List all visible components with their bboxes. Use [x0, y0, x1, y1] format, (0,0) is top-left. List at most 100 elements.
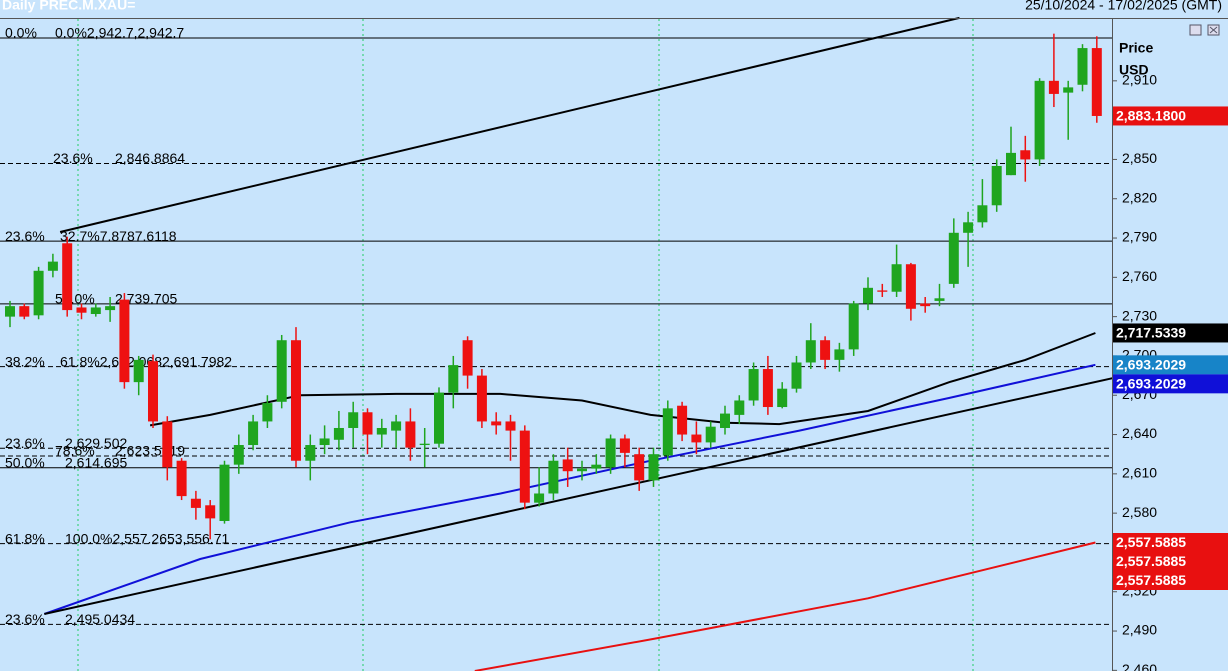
candle-body: [1034, 80, 1045, 160]
restore-button[interactable]: [1189, 24, 1202, 36]
fib-label: 61.8%2,692.0682,691.7982: [60, 353, 232, 369]
fib-pct: 23.6%: [53, 150, 93, 166]
fib-pct: 23.6%: [5, 228, 45, 244]
fib-label: 100.0%2,557.2653,556.71: [65, 530, 229, 546]
candle-body: [920, 303, 931, 307]
candle-body: [305, 445, 316, 461]
y-axis-title: Price: [1119, 40, 1153, 56]
candle-body: [491, 421, 502, 426]
candle-body: [991, 165, 1002, 206]
candle-body: [362, 412, 373, 435]
candle-body: [319, 438, 330, 446]
overlay-line: [474, 541, 1096, 671]
y-tick-label: 2,730: [1122, 307, 1157, 323]
candle-body: [820, 340, 831, 360]
candle-body: [148, 361, 158, 422]
candle-body: [519, 430, 530, 503]
candle-body: [977, 205, 988, 223]
candle-body: [534, 493, 545, 503]
candle-body: [476, 375, 487, 422]
candle-body: [1077, 48, 1088, 85]
overlay-line: [43, 363, 1096, 615]
candle-body: [405, 421, 416, 448]
candle-body: [1063, 87, 1074, 93]
y-tick-label: 2,610: [1122, 465, 1157, 481]
candle-body: [190, 498, 201, 508]
fib-label: 2,846.8864: [115, 150, 185, 166]
candle-body: [791, 362, 802, 389]
fib-label: 32.7%7.8787.6118: [60, 228, 177, 244]
candle-body: [734, 400, 745, 415]
candle-body: [248, 421, 259, 446]
candle-body: [934, 298, 945, 301]
candle-body: [434, 392, 444, 444]
candle-body: [877, 290, 888, 292]
candle-body: [1091, 48, 1102, 116]
candle-body: [662, 408, 673, 456]
y-tick-label: 2,490: [1122, 622, 1157, 638]
candle-body: [205, 505, 216, 519]
window-buttons: [1189, 24, 1220, 36]
candle-body: [548, 460, 559, 494]
fib-label: 2,739.705: [115, 291, 177, 307]
candle-body: [1020, 150, 1031, 160]
price-tag-label: 2,557.5885: [1116, 553, 1186, 569]
candle-body: [33, 270, 44, 316]
candle-body: [276, 340, 287, 402]
candle-body: [19, 306, 30, 317]
candle-body: [333, 427, 344, 440]
y-tick-label: 2,820: [1122, 189, 1157, 205]
fib-pct: 50.0%: [55, 291, 95, 307]
fib-label: 2,495.0434: [65, 611, 135, 627]
candle-body: [834, 349, 845, 360]
price-tag: [1113, 374, 1228, 394]
candle-body: [391, 421, 402, 431]
candle-body: [691, 434, 702, 443]
overlay-line: [59, 16, 960, 233]
candle-body: [963, 222, 974, 233]
y-tick-label: 2,790: [1122, 229, 1157, 245]
price-tag: [1113, 552, 1228, 572]
candle-body: [105, 306, 116, 311]
fib-label: 2,614.695: [65, 454, 127, 470]
candle-body: [591, 464, 602, 469]
fib-pct: 78.6%: [55, 443, 95, 459]
price-tag: [1113, 571, 1228, 591]
y-tick-label: 2,460: [1122, 661, 1157, 671]
candle-body: [720, 413, 730, 428]
candle-body: [605, 438, 616, 468]
candle-body: [348, 412, 359, 428]
y-tick-label: 2,640: [1122, 425, 1157, 441]
candle-body: [176, 460, 187, 497]
close-icon: [1209, 26, 1218, 34]
price-tag-label: 2,693.2029: [1116, 376, 1186, 392]
candle-body: [119, 299, 130, 383]
candle-body: [805, 340, 816, 363]
y-tick-label: 2,580: [1122, 504, 1157, 520]
candle-body: [619, 438, 630, 453]
price-tag-label: 2,693.2029: [1116, 357, 1186, 373]
candle-body: [505, 421, 516, 431]
candle-body: [47, 261, 58, 271]
price-tag-label: 2,557.5885: [1116, 572, 1186, 588]
candle-body: [677, 405, 688, 435]
candle-body: [634, 454, 645, 481]
fib-label: 0.0%2,942.7,2,942.7: [55, 25, 184, 41]
fib-pct: 23.6%: [5, 611, 45, 627]
price-tag: [1113, 533, 1228, 553]
price-tag: [1113, 106, 1228, 126]
date-range: 25/10/2024 - 17/02/2025 (GMT): [1025, 0, 1222, 13]
fib-label: 2,629.502: [65, 435, 127, 451]
candle-body: [219, 464, 230, 522]
candle-body: [90, 307, 101, 315]
candle-body: [648, 454, 659, 481]
candle-body: [5, 306, 15, 317]
price-tag: [1113, 355, 1228, 375]
candle-body: [891, 264, 902, 292]
candle-body: [863, 287, 873, 304]
candle-body: [162, 421, 173, 468]
candle-body: [376, 427, 387, 435]
candle-body: [76, 307, 87, 313]
